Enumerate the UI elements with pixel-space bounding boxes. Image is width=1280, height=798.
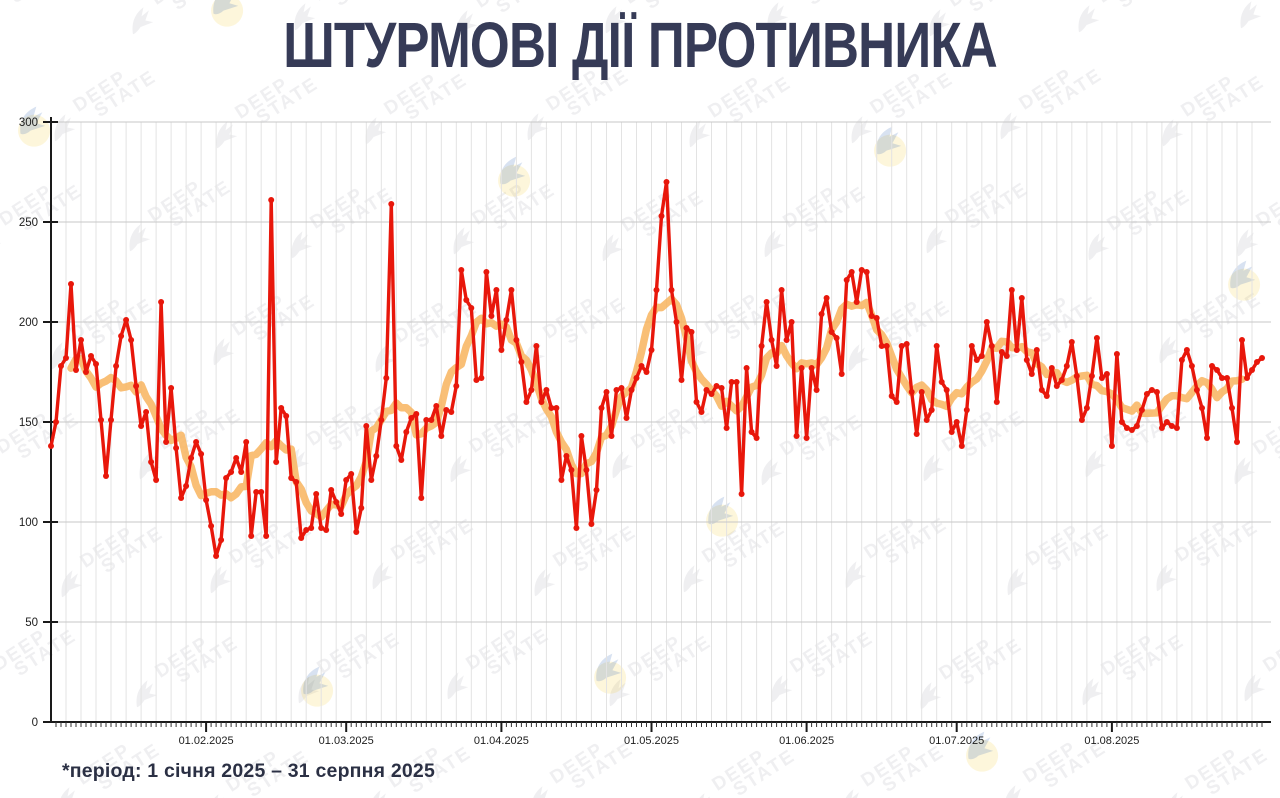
y-tick-label: 0: [32, 717, 38, 729]
x-tick-label: 01.03.2025: [319, 735, 374, 747]
y-tick-label: 300: [19, 117, 38, 129]
x-tick-label: 01.02.2025: [179, 735, 234, 747]
y-tick-label: 150: [19, 417, 38, 429]
y-tick-label: 50: [25, 617, 38, 629]
y-tick-label: 100: [19, 517, 38, 529]
x-axis-day-ticks: [55, 722, 1263, 727]
x-axis-month-ticks: 01.02.2025 01.03.2025 01.04.2025 01.05.2025…: [179, 722, 1139, 747]
chart-title: ШТУРМОВІ ДІЇ ПРОТИВНИКА: [283, 9, 998, 81]
y-axis-ticks: 0 50 100 150 200 250 300: [19, 117, 58, 729]
x-tick-label: 01.05.2025: [624, 735, 679, 747]
period-footnote: *період: 1 січня 2025 – 31 серпня 2025: [62, 760, 436, 782]
x-tick-label: 01.06.2025: [779, 735, 834, 747]
x-tick-label: 01.07.2025: [929, 735, 984, 747]
x-tick-label: 01.08.2025: [1084, 735, 1139, 747]
title-row: ШТУРМОВІ ДІЇ ПРОТИВНИКА: [0, 6, 1280, 84]
x-tick-label: 01.04.2025: [474, 735, 529, 747]
daily-series-markers: [48, 179, 1265, 559]
y-tick-label: 250: [19, 217, 38, 229]
y-tick-label: 200: [19, 317, 38, 329]
axes: [50, 117, 1271, 723]
